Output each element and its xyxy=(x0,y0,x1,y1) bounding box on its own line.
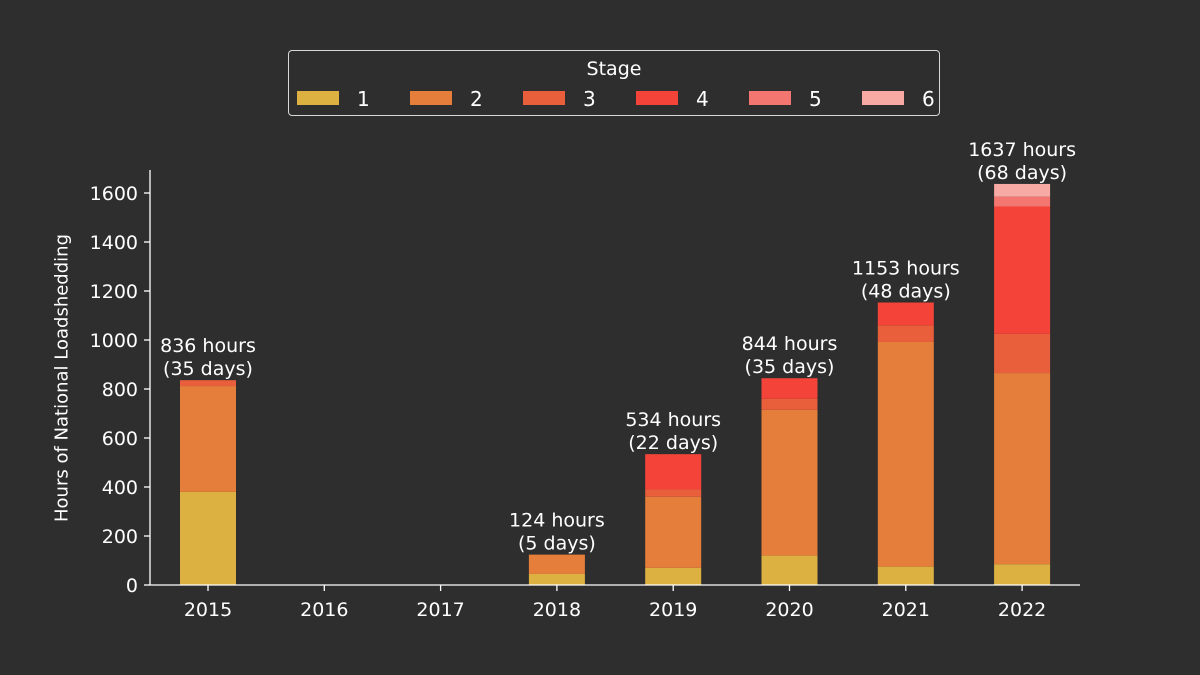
y-tick-label: 600 xyxy=(102,428,138,450)
y-tick-label: 1000 xyxy=(90,330,138,352)
legend-label: 4 xyxy=(696,87,709,111)
legend-label: 1 xyxy=(357,87,370,111)
annotation-hours: 534 hours xyxy=(625,409,721,431)
annotation-hours: 836 hours xyxy=(160,335,256,357)
y-axis-label: Hours of National Loadshedding xyxy=(51,234,73,522)
bar-segment-2018-stage-1 xyxy=(528,573,585,585)
y-tick-label: 1400 xyxy=(90,232,138,254)
annotation-days: (22 days) xyxy=(628,432,718,454)
legend-swatch xyxy=(410,91,452,105)
legend-swatch xyxy=(297,91,339,105)
bar-segment-2018-stage-2 xyxy=(528,554,585,574)
annotation-hours: 844 hours xyxy=(742,333,838,355)
x-tick-label: 2018 xyxy=(533,599,581,621)
legend-swatch xyxy=(749,91,791,105)
x-tick-label: 2017 xyxy=(416,599,464,621)
bar-segment-2020-stage-1 xyxy=(761,555,818,585)
bar-segment-2021-stage-1 xyxy=(877,566,934,585)
x-tick-label: 2015 xyxy=(184,599,232,621)
x-tick-label: 2021 xyxy=(882,599,930,621)
x-tick-label: 2016 xyxy=(300,599,348,621)
bar-segment-2022-stage-6 xyxy=(994,183,1051,197)
bar-segment-2022-stage-3 xyxy=(994,333,1051,374)
legend-swatch xyxy=(523,91,565,105)
legend-label: 5 xyxy=(809,87,822,111)
y-tick-label: 0 xyxy=(126,575,138,597)
bar-segment-2019-stage-3 xyxy=(645,489,702,497)
bar-segment-2022-stage-1 xyxy=(994,564,1051,585)
bar-segment-2021-stage-4 xyxy=(877,302,934,326)
annotation-days: (68 days) xyxy=(977,162,1067,184)
bar-segment-2019-stage-2 xyxy=(645,496,702,568)
annotation-days: (35 days) xyxy=(745,356,835,378)
bar-segment-2015-stage-3 xyxy=(180,380,236,387)
y-tick-label: 200 xyxy=(102,526,138,548)
annotation-hours: 1153 hours xyxy=(852,258,960,280)
y-tick-label: 800 xyxy=(102,379,138,401)
bars-group xyxy=(180,183,1051,585)
bar-segment-2020-stage-4 xyxy=(761,378,818,399)
annotation-hours: 1637 hours xyxy=(968,139,1076,161)
annotation-days: (48 days) xyxy=(861,281,951,303)
x-tick-label: 2019 xyxy=(649,599,697,621)
annotation-hours: 124 hours xyxy=(509,510,605,532)
annotations-group: 836 hours(35 days)124 hours(5 days)534 h… xyxy=(160,139,1076,555)
annotation-days: (35 days) xyxy=(163,358,253,380)
bar-segment-2022-stage-4 xyxy=(994,206,1051,334)
y-tick-label: 1200 xyxy=(90,281,138,303)
y-tick-label: 400 xyxy=(102,477,138,499)
bar-segment-2020-stage-3 xyxy=(761,398,818,410)
bar-segment-2019-stage-4 xyxy=(645,454,702,490)
legend: Stage 1 2 3 4 5 6 xyxy=(288,50,940,116)
y-tick-label: 1600 xyxy=(90,183,138,205)
annotation-days: (5 days) xyxy=(518,533,596,555)
bar-segment-2020-stage-2 xyxy=(761,409,818,556)
x-tick-label: 2020 xyxy=(765,599,813,621)
x-tick-label: 2022 xyxy=(998,599,1046,621)
legend-label: 2 xyxy=(470,87,483,111)
bar-segment-2015-stage-2 xyxy=(180,386,236,492)
axes-group: 0 200 400 600 800 1000 1200 1400 1600 2015 2016 201… xyxy=(90,170,1080,621)
legend-label: 6 xyxy=(922,87,935,111)
legend-swatch xyxy=(636,91,678,105)
legend-swatch xyxy=(862,91,904,105)
bar-segment-2021-stage-2 xyxy=(877,341,934,567)
bar-segment-2022-stage-5 xyxy=(994,196,1051,207)
legend-label: 3 xyxy=(583,87,596,111)
bar-segment-2015-stage-1 xyxy=(180,491,236,585)
bar-segment-2022-stage-2 xyxy=(994,373,1051,565)
legend-title: Stage xyxy=(586,58,642,80)
bar-segment-2021-stage-3 xyxy=(877,325,934,342)
bar-segment-2019-stage-1 xyxy=(645,567,702,585)
